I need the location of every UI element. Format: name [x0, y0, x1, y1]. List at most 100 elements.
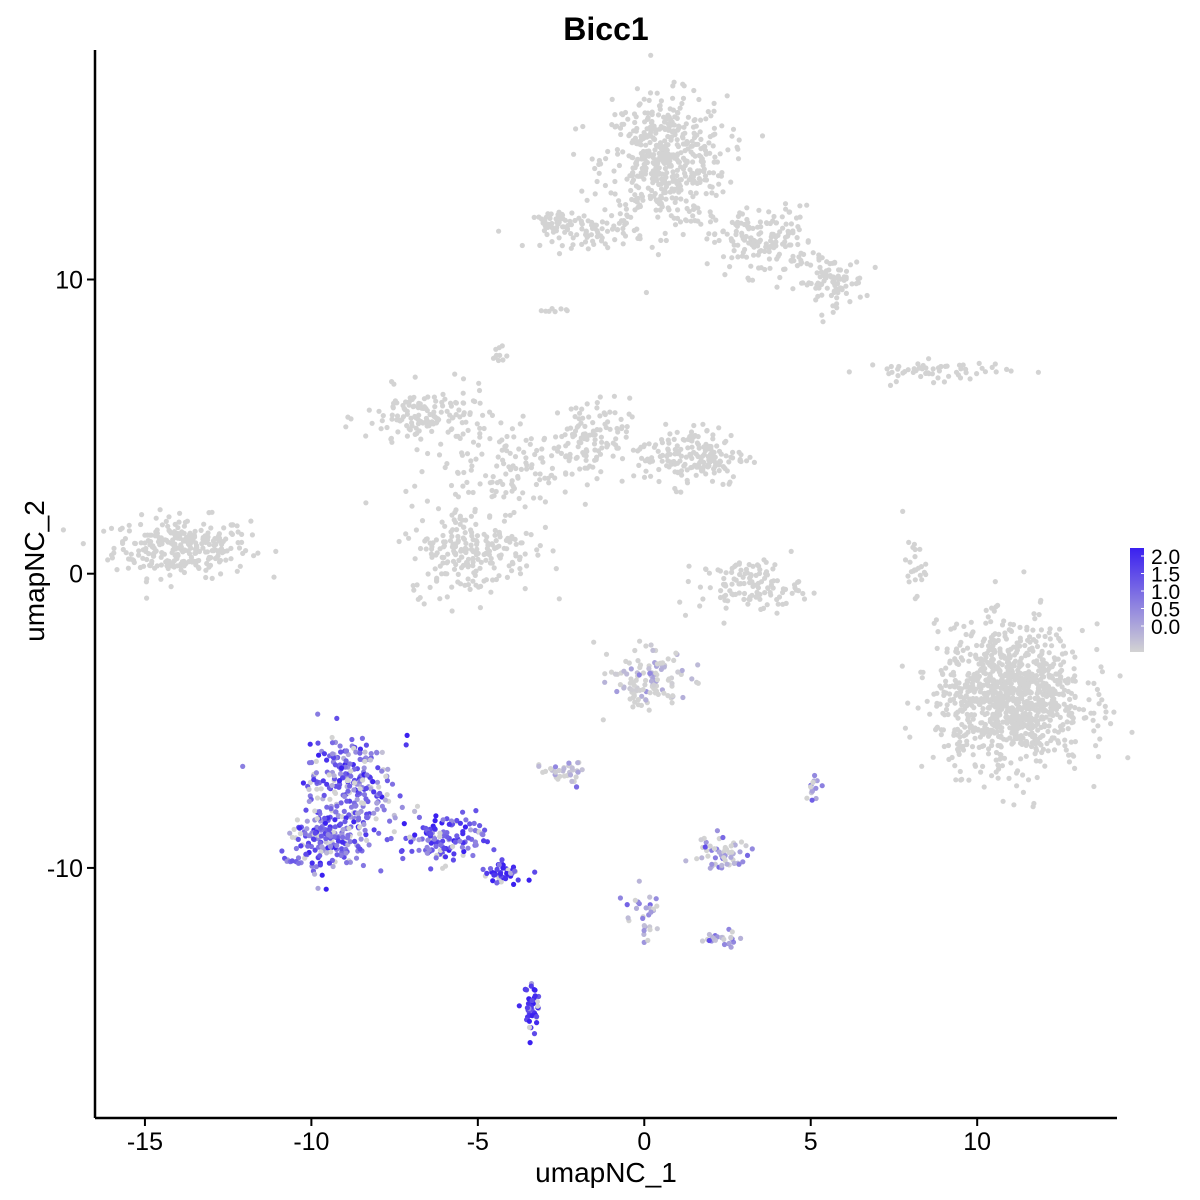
- scatter-point: [694, 856, 700, 862]
- scatter-point: [554, 410, 561, 416]
- scatter-point: [255, 550, 261, 556]
- scatter-point: [974, 677, 980, 684]
- scatter-point: [924, 698, 930, 704]
- scatter-point: [469, 463, 475, 469]
- scatter-point: [710, 170, 717, 176]
- scatter-point: [737, 571, 743, 578]
- scatter-point: [445, 551, 451, 557]
- scatter-point: [423, 546, 429, 552]
- scatter-point: [983, 691, 989, 697]
- scatter-point: [781, 266, 787, 272]
- scatter-point: [1039, 697, 1046, 703]
- scatter-point: [635, 697, 641, 703]
- scatter-point: [474, 533, 481, 539]
- scatter-point: [685, 114, 692, 120]
- scatter-point: [642, 682, 648, 688]
- scatter-point: [312, 871, 318, 877]
- scatter-point: [831, 280, 837, 286]
- scatter-point: [477, 400, 483, 406]
- scatter-point: [705, 853, 711, 859]
- scatter-point: [643, 905, 649, 911]
- scatter-point: [919, 577, 925, 583]
- scatter-point: [972, 735, 978, 741]
- scatter-point: [441, 543, 447, 549]
- scatter-point: [228, 530, 234, 536]
- scatter-point: [144, 595, 150, 601]
- scatter-point: [961, 623, 967, 630]
- scatter-point: [455, 533, 461, 540]
- scatter-point: [511, 509, 517, 516]
- scatter-point: [421, 396, 427, 402]
- scatter-point: [240, 763, 246, 770]
- scatter-point: [728, 236, 734, 242]
- scatter-point: [185, 540, 191, 546]
- scatter-point: [179, 559, 185, 565]
- scatter-point: [181, 569, 187, 576]
- scatter-point: [491, 872, 497, 878]
- scatter-point: [428, 840, 434, 846]
- scatter-point: [838, 285, 845, 291]
- scatter-point: [579, 226, 585, 232]
- scatter-point: [353, 749, 359, 755]
- scatter-point: [478, 583, 484, 590]
- scatter-point: [760, 605, 767, 612]
- scatter-point: [414, 582, 420, 588]
- scatter-point: [707, 134, 713, 140]
- scatter-point: [631, 473, 637, 479]
- scatter-point: [691, 422, 697, 429]
- scatter-point: [581, 213, 587, 219]
- scatter-point: [965, 729, 971, 735]
- scatter-point: [988, 619, 994, 625]
- scatter-point: [600, 717, 606, 723]
- scatter-point: [558, 306, 564, 312]
- scatter-point: [111, 545, 117, 552]
- scatter-point: [718, 451, 724, 457]
- scatter-point: [735, 219, 741, 225]
- scatter-point: [136, 552, 142, 558]
- scatter-point: [710, 436, 716, 442]
- scatter-point: [949, 683, 956, 689]
- scatter-point: [436, 417, 442, 423]
- scatter-point: [655, 252, 662, 258]
- scatter-point: [697, 129, 703, 135]
- scatter-point: [220, 538, 226, 545]
- scatter-point: [339, 846, 345, 852]
- scatter-point: [1023, 730, 1029, 737]
- scatter-point: [656, 466, 662, 473]
- scatter-point: [602, 671, 608, 677]
- scatter-point: [602, 679, 608, 685]
- scatter-point: [931, 380, 937, 386]
- scatter-point: [323, 835, 329, 842]
- scatter-point: [724, 468, 730, 474]
- scatter-point: [305, 843, 311, 849]
- scatter-point: [1072, 694, 1078, 701]
- scatter-point: [616, 162, 623, 169]
- scatter-point: [412, 374, 418, 380]
- scatter-point: [997, 646, 1003, 652]
- scatter-point: [761, 557, 767, 563]
- scatter-point: [168, 584, 174, 590]
- scatter-point: [153, 515, 159, 521]
- scatter-point: [815, 280, 821, 286]
- scatter-point: [291, 826, 297, 833]
- scatter-point: [487, 480, 493, 486]
- scatter-point: [678, 453, 685, 459]
- scatter-point: [646, 707, 652, 713]
- scatter-point: [764, 572, 771, 578]
- scatter-point: [294, 817, 300, 823]
- scatter-point: [1026, 712, 1033, 718]
- scatter-point: [707, 183, 713, 189]
- scatter-point: [363, 742, 369, 748]
- scatter-point: [306, 833, 312, 839]
- scatter-point: [1103, 709, 1109, 715]
- scatter-point: [739, 211, 746, 217]
- scatter-point: [662, 189, 669, 196]
- scatter-point: [132, 540, 138, 547]
- scatter-point: [671, 436, 677, 442]
- scatter-point: [692, 131, 698, 138]
- scatter-point: [696, 445, 702, 451]
- scatter-point: [643, 643, 649, 649]
- scatter-point: [612, 112, 618, 118]
- scatter-point: [647, 894, 653, 900]
- scatter-point: [526, 1024, 533, 1030]
